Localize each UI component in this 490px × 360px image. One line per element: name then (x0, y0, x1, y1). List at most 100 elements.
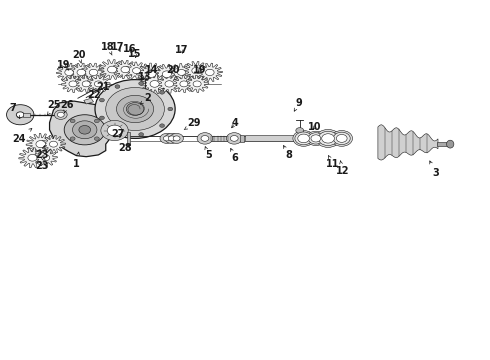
Circle shape (132, 68, 141, 73)
Polygon shape (125, 62, 148, 79)
Circle shape (99, 98, 104, 102)
Circle shape (6, 105, 34, 125)
Circle shape (49, 141, 57, 147)
Text: 8: 8 (284, 145, 293, 160)
Circle shape (308, 133, 323, 144)
Circle shape (79, 126, 91, 134)
Circle shape (192, 67, 200, 74)
Polygon shape (141, 74, 168, 94)
Polygon shape (98, 59, 126, 80)
Circle shape (165, 81, 173, 87)
Text: 17: 17 (111, 42, 125, 52)
Circle shape (331, 131, 352, 146)
Circle shape (115, 85, 120, 88)
Text: 23: 23 (35, 157, 49, 171)
Polygon shape (197, 63, 222, 82)
Text: 13: 13 (138, 72, 151, 82)
Text: 3: 3 (430, 161, 439, 178)
Text: 25: 25 (48, 100, 61, 115)
Circle shape (28, 154, 37, 161)
Circle shape (126, 103, 144, 116)
Circle shape (226, 133, 242, 144)
Circle shape (73, 121, 97, 139)
Circle shape (77, 69, 86, 76)
Polygon shape (113, 60, 138, 79)
Circle shape (57, 112, 64, 117)
Text: 20: 20 (166, 64, 179, 75)
Circle shape (150, 81, 159, 87)
Bar (211, 135, 233, 141)
Text: 23: 23 (35, 145, 49, 160)
Polygon shape (437, 142, 450, 146)
Text: 17: 17 (175, 45, 188, 55)
Text: 5: 5 (205, 147, 212, 160)
Circle shape (95, 119, 99, 123)
Circle shape (322, 134, 334, 143)
Circle shape (180, 81, 188, 87)
Text: 15: 15 (128, 49, 142, 59)
Polygon shape (41, 135, 66, 153)
Circle shape (318, 131, 338, 145)
Circle shape (65, 69, 74, 76)
Polygon shape (153, 64, 180, 84)
Circle shape (311, 135, 321, 142)
Circle shape (333, 132, 350, 145)
Circle shape (82, 81, 90, 87)
Text: 22: 22 (87, 90, 100, 100)
Polygon shape (172, 75, 196, 93)
Circle shape (69, 81, 77, 87)
Circle shape (295, 132, 312, 145)
Text: 19: 19 (56, 60, 70, 70)
Text: 29: 29 (184, 118, 200, 130)
Circle shape (139, 133, 144, 136)
Circle shape (107, 125, 122, 136)
Circle shape (160, 91, 165, 94)
Polygon shape (56, 63, 82, 82)
Polygon shape (378, 125, 438, 160)
Polygon shape (74, 75, 98, 93)
Circle shape (36, 141, 46, 148)
Circle shape (193, 81, 201, 87)
Circle shape (54, 110, 67, 120)
Circle shape (293, 131, 315, 146)
Text: 14: 14 (146, 64, 159, 75)
Text: 21: 21 (97, 82, 110, 92)
Text: 2: 2 (141, 93, 150, 104)
Circle shape (201, 135, 209, 141)
Text: 16: 16 (123, 44, 137, 54)
Circle shape (160, 124, 165, 127)
Polygon shape (137, 63, 166, 85)
Polygon shape (19, 148, 46, 168)
Circle shape (64, 115, 105, 145)
Text: 28: 28 (119, 143, 132, 153)
Circle shape (197, 133, 213, 144)
Text: 7: 7 (9, 103, 20, 118)
Circle shape (95, 137, 99, 140)
Bar (240, 135, 244, 142)
Circle shape (316, 130, 340, 147)
Text: 4: 4 (232, 118, 239, 128)
Circle shape (162, 71, 171, 77)
Bar (23, 113, 30, 117)
Text: 20: 20 (72, 50, 86, 63)
Circle shape (160, 134, 173, 143)
Circle shape (173, 136, 180, 141)
Polygon shape (169, 63, 194, 81)
Polygon shape (81, 63, 106, 82)
Circle shape (42, 155, 49, 161)
Polygon shape (69, 63, 94, 82)
Circle shape (336, 134, 347, 142)
Polygon shape (183, 61, 209, 80)
Polygon shape (61, 75, 85, 93)
Circle shape (170, 134, 183, 143)
Circle shape (177, 69, 186, 75)
Circle shape (115, 130, 120, 133)
Circle shape (168, 136, 175, 141)
Circle shape (117, 95, 154, 123)
Text: 26: 26 (60, 100, 74, 113)
Polygon shape (245, 135, 304, 141)
Polygon shape (34, 149, 57, 166)
Circle shape (16, 112, 24, 118)
Circle shape (306, 131, 326, 145)
Polygon shape (185, 75, 209, 93)
